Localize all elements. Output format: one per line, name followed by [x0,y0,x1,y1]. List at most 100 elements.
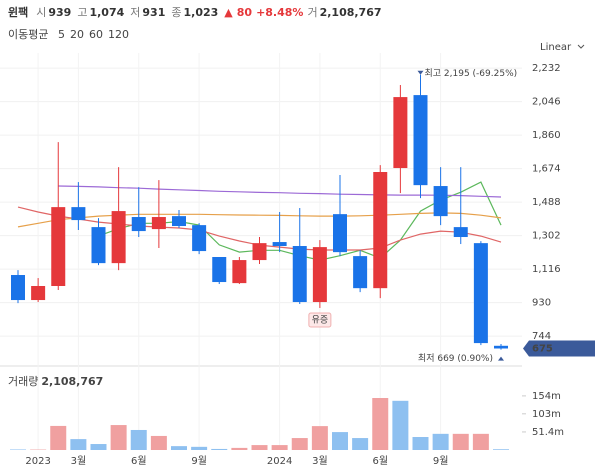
price-tag-label: 675 [532,343,553,354]
volume-total: 2,108,767 [41,375,103,388]
volume-bar [311,426,328,450]
change-pct: +8.48% [256,6,304,19]
field-label: 저 [130,6,141,19]
x-tick-label: 6월 [372,455,388,467]
candle-body [292,246,307,303]
candle-body [433,186,448,217]
volume-bar [231,447,248,450]
y-tick-label: 1,860 [532,130,561,141]
x-tick-label: 3월 [71,455,87,467]
y-tick-label: 1,674 [532,164,561,175]
candle-body [393,97,408,169]
high-annotation: 최고 2,195 (-69.25%) [425,68,518,79]
volume-bar [271,445,288,450]
candle-body [111,211,126,264]
volume-bar [10,449,26,450]
y-tick-label: 1,116 [532,264,561,275]
field-value: 1,074 [89,6,125,19]
candle-body [11,275,25,301]
legend-entry: 60 [89,28,103,41]
candle-body [232,260,247,284]
volume-bar [291,438,308,450]
volume-bar [191,446,208,450]
volume-bar [493,449,509,450]
volume-bar [50,425,67,450]
y-tick-label: 744 [532,331,551,342]
volume-bar [392,400,409,450]
candle-body [473,243,488,344]
candle-body [333,214,347,253]
field-value: 1,023 [183,6,219,19]
volume-bar [171,446,187,450]
candle-body [31,286,46,301]
event-label: 유증 [312,314,329,325]
volume-bar [251,445,268,450]
candle-body [172,216,186,227]
field-label: 종 [171,6,182,19]
volume-value: 2,108,767 [319,6,382,19]
field-label: 시 [36,6,47,19]
volume-tick-label: 51.4m [532,427,564,438]
candle-body [212,257,227,283]
volume-bar [412,437,429,450]
candle-body [192,225,207,252]
candle-body [252,243,267,261]
x-tick-label: 2023 [25,456,50,467]
candle-body [453,227,468,238]
y-tick-label: 930 [532,298,551,309]
volume-tick-label: 154m [532,391,561,402]
volume-tick-label: 103m [532,409,561,420]
x-tick-label: 2024 [267,456,292,467]
candle-body [353,256,368,289]
candle-body [51,207,66,286]
volume-bar [452,433,469,450]
volume-bar [352,438,369,450]
candle-body [373,172,388,289]
volume-bar [90,444,107,450]
low-marker [498,356,504,361]
header: 윈팩 시 939 고 1,074 저 931 종 1,023 ▲ 80 +8.48% 거 2,108,76… [8,4,388,20]
y-tick-label: 2,232 [532,63,561,74]
low-annotation: 최저 669 (0.90%) [418,353,493,364]
chevron[interactable] [577,44,585,49]
volume-label: 거 [307,6,318,19]
ma-line [58,185,502,198]
scale-mode[interactable]: Linear [540,42,572,53]
ma-line [17,212,502,228]
volume-title: 거래량 [8,375,38,388]
candle-body [151,217,166,230]
candle-body [272,242,287,247]
field-value: 939 [48,6,72,19]
candle-body [131,217,146,232]
volume-bar [332,432,348,450]
volume-bar [110,425,127,450]
legend-entry: 5 [58,28,65,41]
x-tick-label: 9월 [191,455,207,467]
candle-body [413,95,428,186]
legend-entry: 120 [108,28,129,41]
change: 80 [236,6,253,19]
field-label: 고 [77,6,88,19]
price-tag [523,340,595,357]
y-tick-label: 2,046 [532,97,561,108]
y-tick-label: 1,488 [532,197,561,208]
stock-name: 윈팩 [8,6,29,19]
legend-entry: 20 [70,28,84,41]
event-box [308,312,332,328]
volume-bar [472,433,489,450]
field-value: 931 [142,6,166,19]
x-tick-label: 9월 [433,455,449,467]
volume-bar [211,448,228,450]
candle-body [312,247,327,303]
high-marker [417,70,424,75]
volume-bar [150,435,167,450]
volume-bar [372,398,389,450]
candle-body [494,345,508,349]
y-tick-label: 1,302 [532,231,561,242]
candle-body [91,227,106,264]
x-tick-label: 6월 [131,455,147,467]
ma-label: 이동평균 [8,28,48,41]
x-tick-label: 3월 [312,455,328,467]
